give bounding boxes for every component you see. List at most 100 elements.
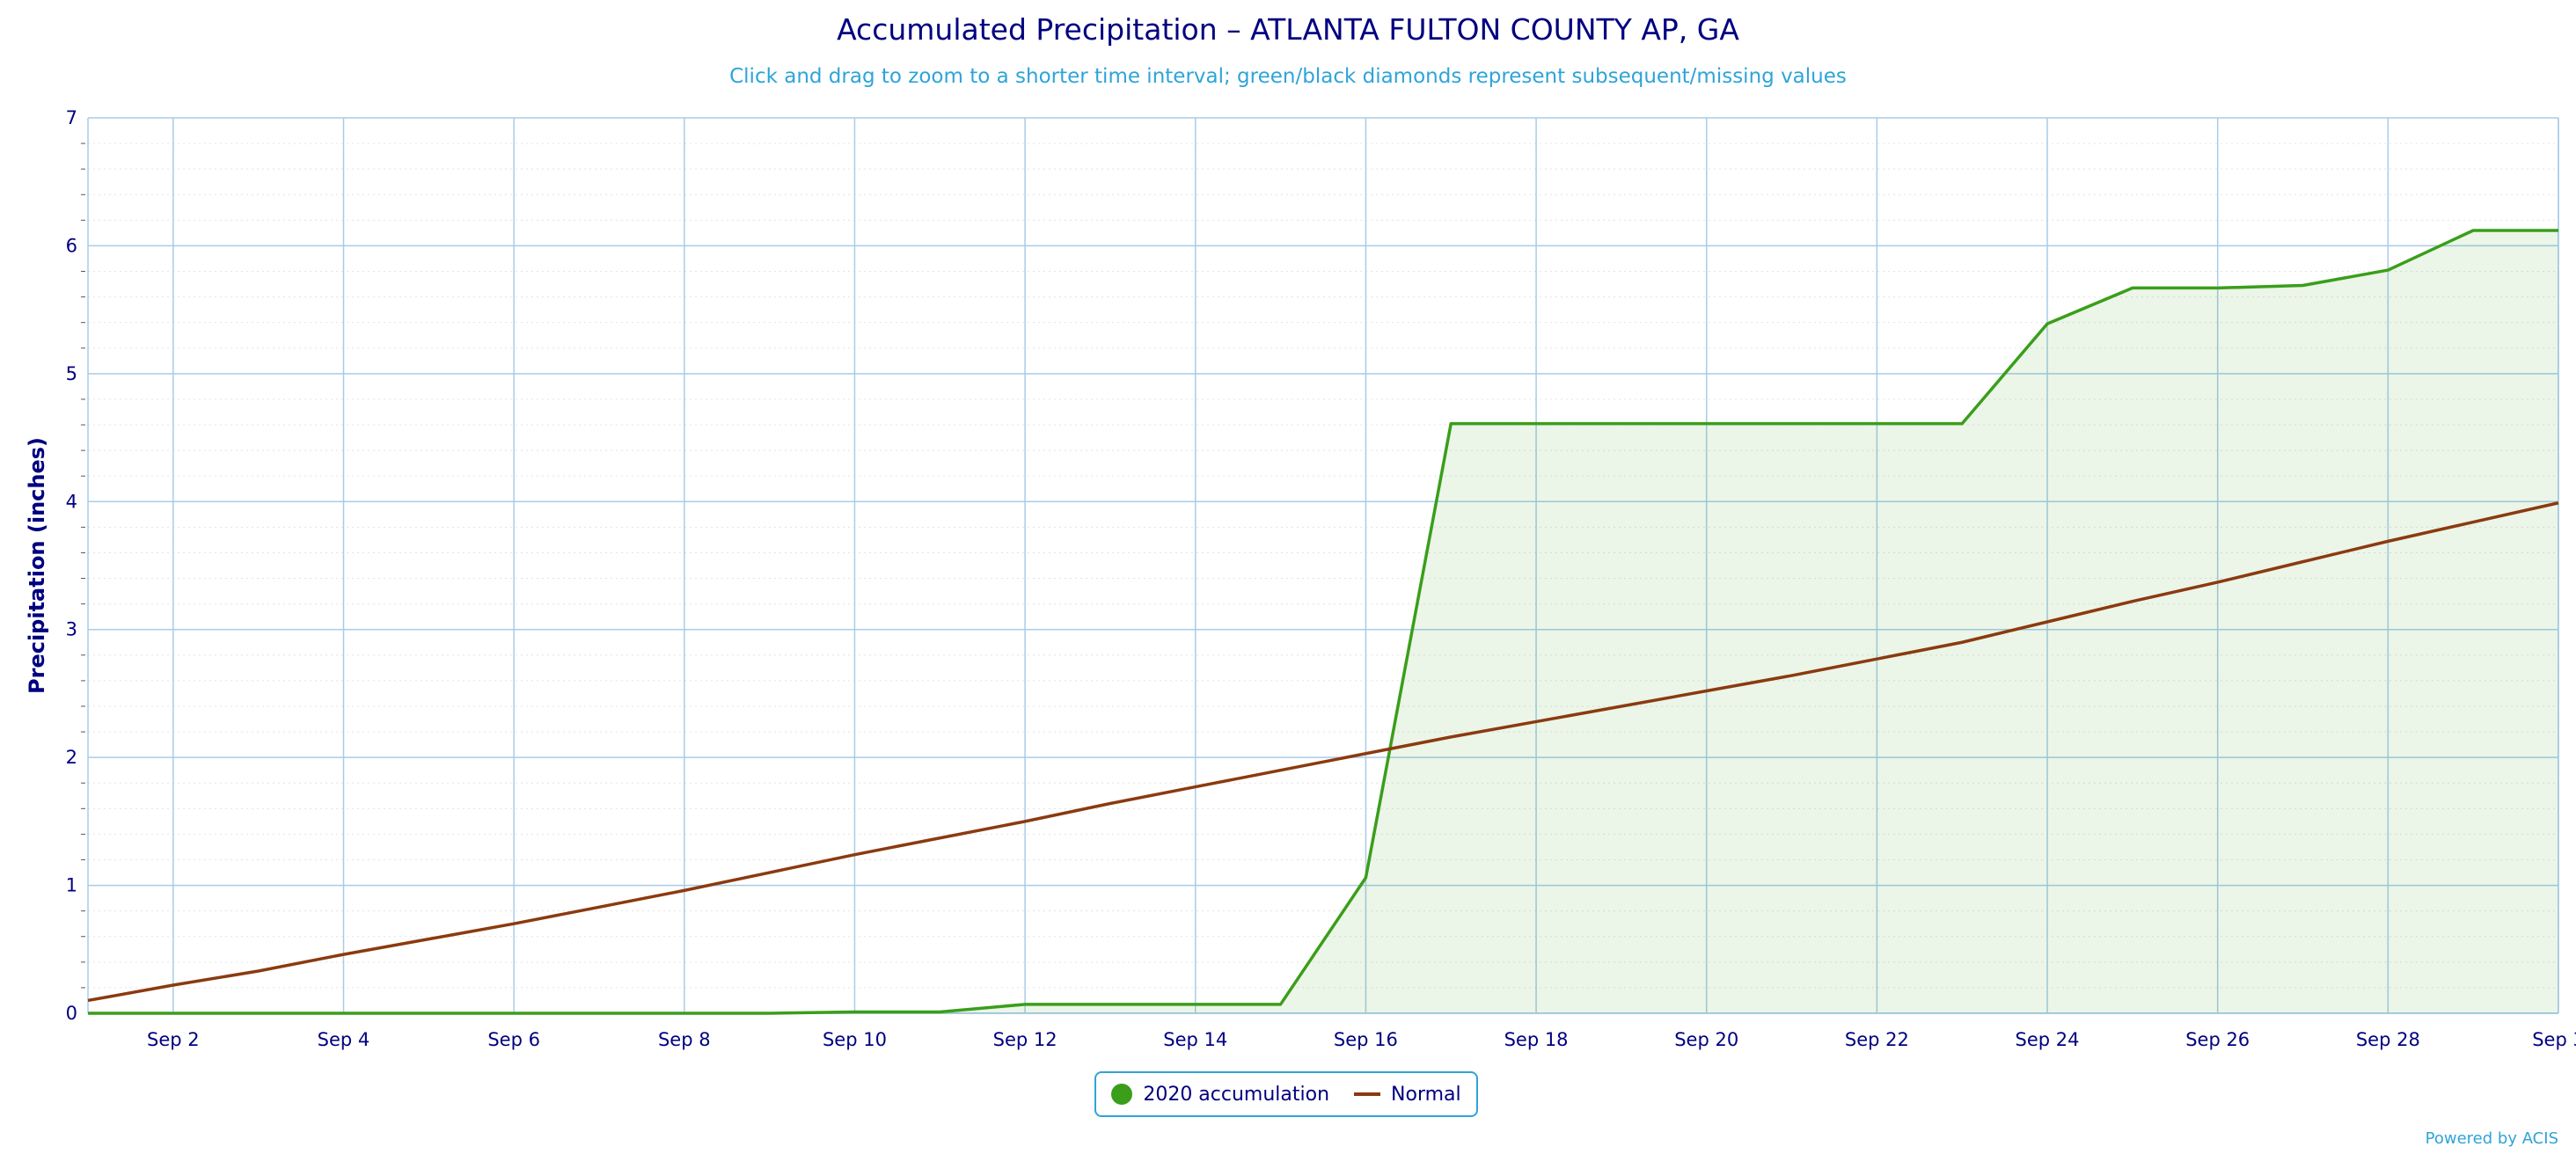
x-tick-label: Sep 26 (2185, 1029, 2250, 1050)
accumulation-data-point (1873, 420, 1880, 427)
x-tick-label: Sep 22 (1845, 1029, 1909, 1050)
accumulation-data-point (510, 1010, 517, 1017)
accumulation-data-point (1362, 874, 1369, 881)
y-tick-label: 0 (66, 1003, 77, 1024)
normal-data-point (1107, 800, 1114, 807)
y-tick-label: 3 (66, 619, 77, 640)
normal-data-point (1873, 655, 1880, 662)
legend-normal-line-icon (1354, 1092, 1381, 1096)
y-tick-label: 4 (66, 491, 77, 512)
accumulation-data-point (255, 1010, 262, 1017)
normal-data-point (936, 835, 943, 842)
y-tick-label: 7 (66, 107, 77, 128)
accumulation-data-point (1021, 1001, 1028, 1008)
normal-data-point (766, 869, 773, 876)
normal-data-point (1703, 688, 1710, 695)
x-tick-label: Sep 24 (2016, 1029, 2080, 1050)
x-tick-label: Sep 18 (1504, 1029, 1569, 1050)
x-axis-ticks: Sep 2 Sep 4 Sep 6 Sep 8 Sep 10 Sep 12 Sep 14 Se… (147, 1029, 2576, 1050)
x-tick-label: Sep 2 (147, 1029, 200, 1050)
normal-data-point (2384, 537, 2391, 544)
legend-accumulation-marker-icon (1111, 1084, 1133, 1105)
accumulation-data-point (1789, 420, 1796, 427)
accumulation-series-line (88, 229, 2558, 1015)
accumulation-data-point (340, 1010, 347, 1017)
legend-normal-label: Normal (1391, 1083, 1461, 1106)
accumulation-data-point (1277, 1001, 1284, 1008)
normal-data-point (2129, 598, 2136, 605)
area-layer (88, 230, 2558, 1013)
normal-data-point (2214, 579, 2221, 586)
x-tick-label: Sep 16 (1334, 1029, 1398, 1050)
legend-item-normal[interactable]: Normal (1354, 1084, 1461, 1106)
accumulation-data-point (425, 1010, 432, 1017)
accumulation-data-point (1703, 420, 1710, 427)
normal-data-point (1277, 767, 1284, 774)
accumulation-data-point (681, 1010, 688, 1017)
x-tick-label: Sep 12 (993, 1029, 1057, 1050)
normal-series-line (87, 501, 2559, 1003)
normal-data-point (2470, 519, 2477, 526)
accumulation-data-point (1192, 1001, 1199, 1008)
accumulation-data-point (2214, 284, 2221, 291)
legend-item-accumulation[interactable]: 2020 accumulation (1111, 1084, 1329, 1106)
grid-layer (81, 117, 2559, 1014)
accumulation-data-point (84, 1010, 91, 1017)
accumulation-data-point (2129, 284, 2136, 291)
normal-data-point (84, 997, 91, 1004)
accumulation-data-point (2384, 267, 2391, 274)
x-tick-label: Sep 10 (823, 1029, 887, 1050)
normal-data-point (425, 936, 432, 943)
accumulation-data-point (851, 1009, 858, 1016)
normal-data-point (170, 982, 177, 989)
normal-data-point (681, 887, 688, 894)
line-layer (84, 227, 2562, 1017)
accumulation-data-point (1958, 420, 1965, 427)
x-tick-label: Sep 3 (2532, 1029, 2576, 1050)
normal-data-point (2044, 618, 2051, 625)
x-tick-label: Sep 4 (318, 1029, 370, 1050)
accumulation-data-point (1107, 1001, 1114, 1008)
y-tick-label: 5 (66, 363, 77, 384)
normal-data-point (1447, 734, 1454, 741)
accumulation-data-point (1618, 420, 1625, 427)
accumulation-data-point (2044, 320, 2051, 327)
normal-data-point (1618, 703, 1625, 710)
powered-by-credit[interactable]: Powered by ACIS (2425, 1129, 2558, 1148)
normal-data-point (1192, 784, 1199, 791)
x-tick-label: Sep 6 (487, 1029, 540, 1050)
normal-data-point (2555, 500, 2562, 507)
x-tick-label: Sep 8 (658, 1029, 711, 1050)
accumulation-data-point (936, 1009, 943, 1016)
y-tick-label: 6 (66, 235, 77, 256)
normal-data-point (255, 968, 262, 975)
chart-legend: 2020 accumulation Normal (1094, 1071, 1478, 1117)
accumulation-data-point (2300, 282, 2307, 289)
x-tick-label: Sep 14 (1163, 1029, 1227, 1050)
normal-data-point (1958, 639, 1965, 646)
x-tick-label: Sep 20 (1674, 1029, 1738, 1050)
normal-data-point (596, 903, 603, 910)
y-axis-ticks: 0 1 2 3 4 5 6 7 (66, 107, 77, 1024)
accumulation-area-fill (88, 230, 2558, 1013)
normal-data-point (510, 920, 517, 927)
y-tick-label: 1 (66, 875, 77, 896)
normal-data-point (851, 851, 858, 858)
legend-accumulation-label: 2020 accumulation (1143, 1083, 1330, 1106)
normal-data-point (1789, 672, 1796, 679)
normal-data-point (1533, 718, 1540, 725)
accumulation-data-point (766, 1010, 773, 1017)
accumulation-data-point (1447, 420, 1454, 427)
chart-title: Accumulated Precipitation – ATLANTA FULT… (837, 12, 1739, 47)
accumulation-data-point (1533, 420, 1540, 427)
x-tick-label: Sep 28 (2356, 1029, 2420, 1050)
y-tick-label: 2 (66, 747, 77, 768)
accumulation-data-point (2555, 227, 2562, 234)
normal-data-point (340, 951, 347, 958)
normal-data-point (1021, 818, 1028, 825)
y-axis-label: Precipitation (inches) (25, 437, 49, 694)
normal-data-point (1362, 750, 1369, 757)
normal-data-point (2300, 559, 2307, 566)
accumulation-data-point (2470, 227, 2477, 234)
